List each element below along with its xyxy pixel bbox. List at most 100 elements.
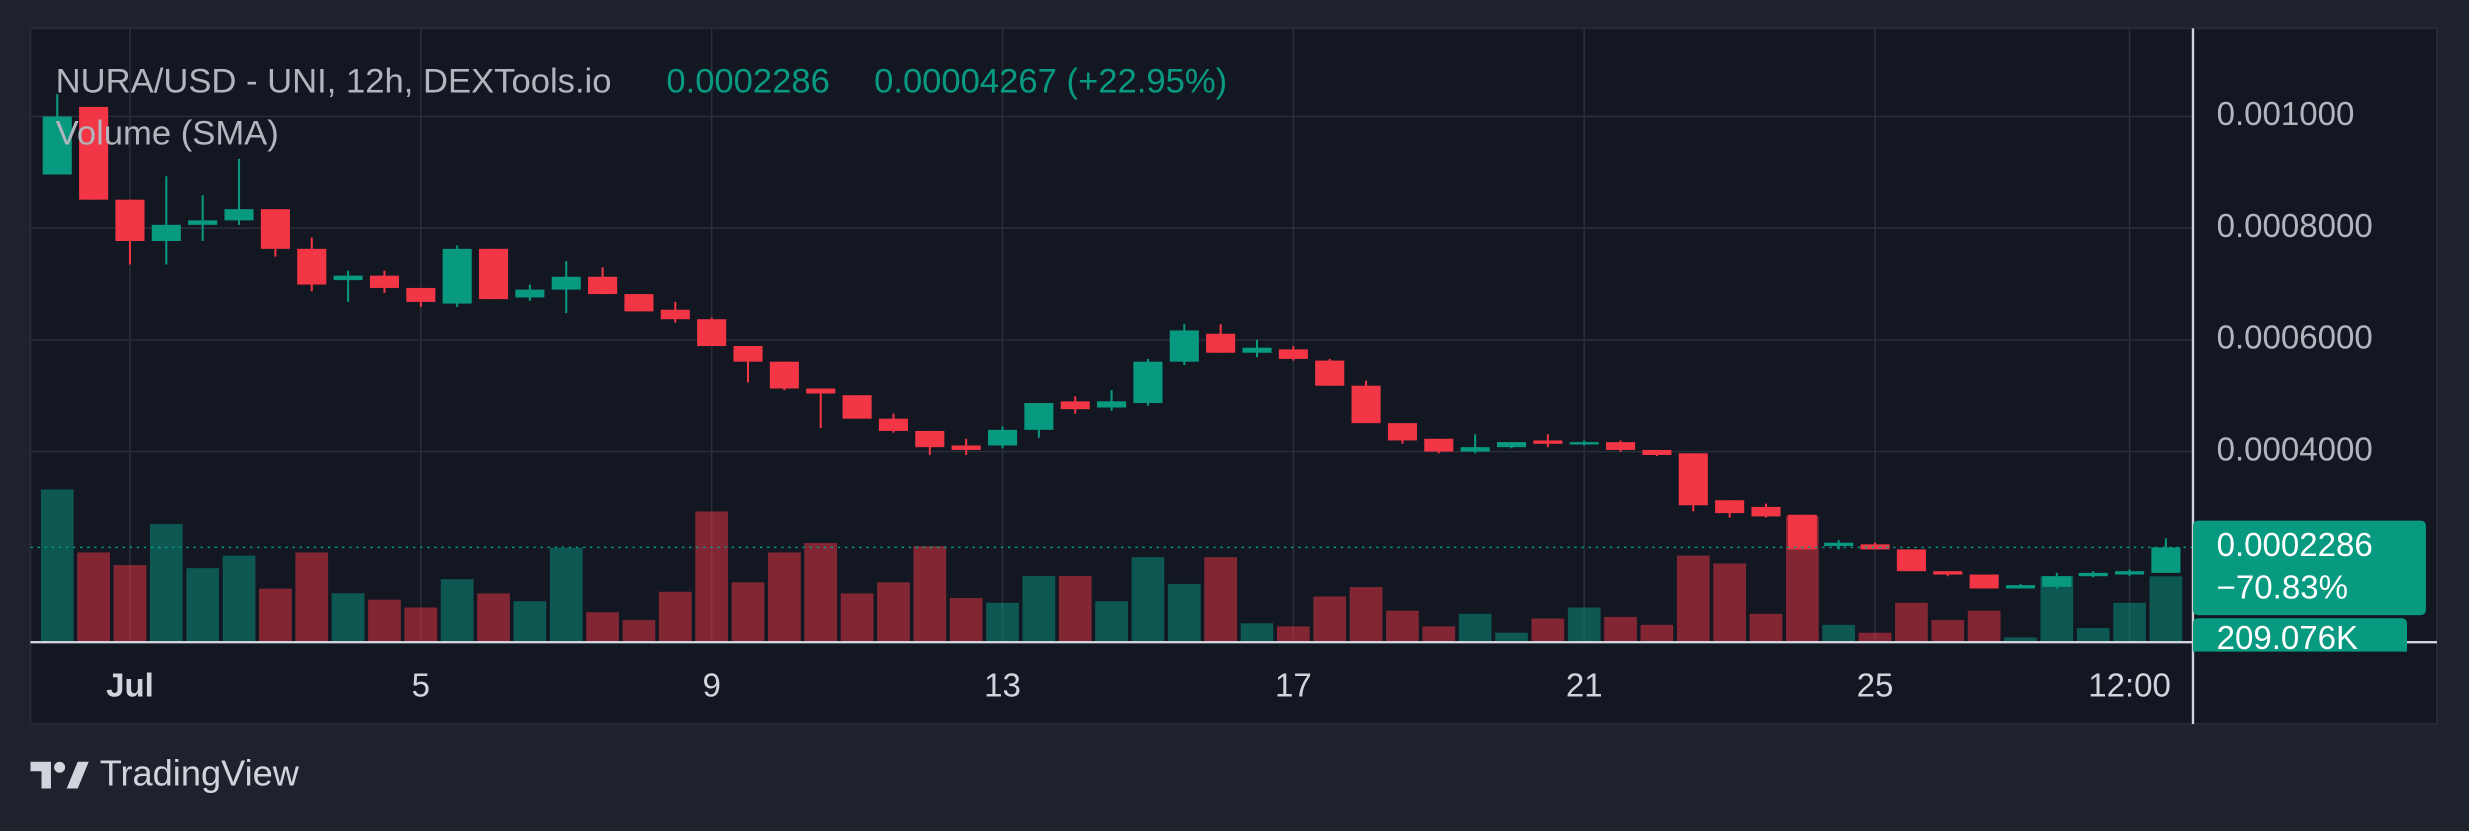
volume-bar (2149, 576, 2183, 643)
candle-body (2151, 547, 2181, 573)
header-change: 0.00004267 (+22.95%) (874, 63, 1227, 101)
brand: TradingView (100, 752, 300, 793)
x-tick-label: Jul (106, 668, 154, 705)
volume-layer (40, 489, 2183, 643)
candle-body (1787, 514, 1817, 550)
candle-body (1824, 542, 1854, 547)
volume-bar (222, 555, 256, 643)
x-tick-label: 5 (412, 668, 430, 705)
candle-body (1678, 453, 1708, 506)
candle-body (878, 418, 908, 431)
volume-bar (913, 546, 947, 643)
volume-bar (2004, 637, 2037, 643)
candle-body (1024, 403, 1054, 430)
candle-body (1169, 330, 1199, 362)
volume-bar (549, 547, 583, 643)
volume-bar (1022, 576, 1056, 643)
volume-bar (2113, 602, 2146, 643)
volume-bar (1349, 587, 1383, 643)
candle-body (1206, 333, 1236, 353)
volume-bar (513, 601, 547, 643)
y-tick-label: 0.0004000 (2217, 431, 2373, 468)
y-tick-label: 0.0006000 (2217, 320, 2373, 357)
change: 0.00004267 (874, 63, 1057, 101)
candle-body (1642, 449, 1672, 455)
volume-bar (622, 620, 656, 643)
axis-layer: 0.001000 0.0008000 0.0006000 0.0004000 Jul 5 9… (106, 96, 2373, 704)
candle-body (987, 429, 1018, 446)
volume-bar (1858, 632, 1892, 643)
volume-bar (695, 511, 729, 643)
volume-bar (768, 552, 801, 643)
volume-bar (1604, 616, 1637, 643)
y-tick-label: 0.001000 (2217, 96, 2355, 133)
candle-body (1860, 544, 1890, 550)
x-tick-label: 17 (1275, 668, 1312, 705)
brand-logo (30, 761, 89, 789)
candle-body (1424, 438, 1454, 452)
volume-bar (1822, 624, 1856, 643)
volume-bar (113, 565, 147, 643)
candle-body (915, 430, 945, 448)
candle-body (1969, 574, 1999, 589)
period-change-label: −70.83% (2217, 570, 2348, 607)
candle-body (478, 248, 509, 300)
candle-body (769, 361, 799, 389)
volume-bar (1931, 620, 1965, 643)
volume-bar (77, 552, 110, 643)
candle-layer (30, 94, 2193, 589)
volume-bar (804, 542, 838, 643)
volume-bar (40, 489, 74, 643)
candle-body (697, 319, 727, 347)
volume-bar (1676, 555, 1710, 643)
candle-body (842, 395, 872, 419)
volume-bar (986, 602, 1019, 643)
volume-bar (840, 593, 874, 643)
candle-body (1097, 401, 1127, 408)
chart-title: NURA/USD - UNI, 12h, DEXTools.io (56, 63, 612, 101)
candle-body (2078, 572, 2108, 577)
candle-body (224, 209, 254, 221)
volume-bar (877, 582, 910, 643)
volume-bar (1495, 632, 1528, 643)
volume-bar (1567, 607, 1601, 643)
volume-bar (404, 607, 438, 643)
volume-bar (1313, 596, 1347, 643)
volume-bar (477, 593, 510, 643)
x-tick-label: 21 (1566, 668, 1603, 705)
candle-body (42, 116, 72, 175)
volume-bar (949, 598, 983, 643)
candle-body (2005, 585, 2036, 589)
volume-bar (1058, 576, 1092, 643)
last-price-label: 0.0002286 (2217, 527, 2373, 564)
candle-body (1315, 360, 1345, 386)
candle-body (1715, 500, 1745, 514)
x-tick-label: 25 (1857, 668, 1894, 705)
volume-bar (658, 591, 692, 643)
volume-bar (1204, 557, 1238, 643)
candle-body (1496, 442, 1527, 448)
last-volume-box (2192, 618, 2408, 652)
volume-bar (1640, 624, 1674, 643)
x-tick-label: 13 (984, 668, 1021, 705)
candle-body (660, 309, 690, 320)
candle-body (79, 106, 109, 200)
volume-bar (1531, 618, 1565, 643)
volume-bar (1277, 626, 1310, 643)
volume-bar (1422, 626, 1456, 643)
volume-bar (368, 599, 401, 643)
candle-body (369, 275, 399, 288)
change-percent: (+22.95%) (1067, 63, 1228, 101)
candle-body (151, 224, 181, 242)
candle-body (2115, 571, 2145, 575)
candle-body (1133, 361, 1163, 404)
candle-body (2042, 576, 2072, 587)
volume-bar (259, 588, 292, 643)
volume-bar (1749, 613, 1783, 643)
volume-bar (731, 582, 765, 643)
volume-bar (1131, 557, 1165, 643)
candle-body (442, 248, 472, 304)
candle-body (951, 445, 981, 450)
volume-bar (2076, 627, 2110, 643)
